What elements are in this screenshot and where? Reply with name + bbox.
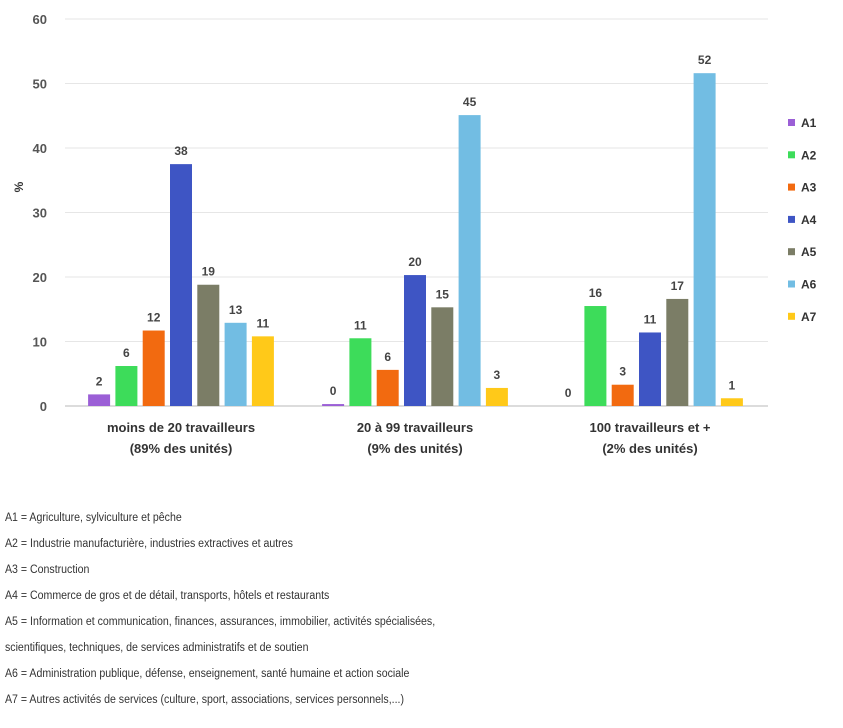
legend-label-a6: A6 bbox=[801, 278, 817, 292]
y-tick-label: 10 bbox=[33, 335, 47, 350]
legend-label-a4: A4 bbox=[801, 213, 817, 227]
bar-a5 bbox=[431, 307, 454, 406]
data-label: 16 bbox=[589, 286, 603, 300]
bar-a1 bbox=[322, 404, 345, 406]
data-label: 6 bbox=[123, 346, 130, 360]
legend-label-a2: A2 bbox=[801, 148, 817, 162]
y-tick-label: 0 bbox=[40, 399, 47, 414]
data-label: 11 bbox=[257, 316, 270, 330]
bar-a7 bbox=[485, 387, 508, 406]
bar-a6 bbox=[693, 73, 716, 407]
data-label: 19 bbox=[202, 265, 216, 279]
legend-notes: A1 = Agriculture, sylviculture et pêche … bbox=[5, 505, 825, 713]
y-tick-label: 30 bbox=[33, 206, 47, 221]
data-label: 20 bbox=[408, 255, 422, 269]
note-a2: A2 = Industrie manufacturière, industrie… bbox=[5, 538, 293, 550]
y-axis-label: % bbox=[12, 181, 26, 192]
category-sublabel: (9% des unités) bbox=[367, 441, 462, 456]
y-tick-label: 40 bbox=[33, 141, 47, 156]
category-sublabel: (2% des unités) bbox=[602, 441, 697, 456]
legend-swatch-a1 bbox=[788, 119, 795, 126]
y-tick-label: 20 bbox=[33, 270, 47, 285]
bar-a6 bbox=[458, 115, 481, 406]
bar-a5 bbox=[666, 298, 689, 406]
bar-a7 bbox=[251, 336, 274, 406]
data-label: 11 bbox=[354, 318, 367, 332]
y-tick-label: 60 bbox=[33, 12, 47, 27]
legend-swatch-a7 bbox=[788, 312, 795, 320]
legend-label-a1: A1 bbox=[801, 116, 817, 130]
category-sublabel: (89% des unités) bbox=[130, 441, 233, 456]
data-label: 6 bbox=[384, 350, 391, 364]
bar-a2 bbox=[115, 366, 138, 406]
bar-a3 bbox=[611, 384, 634, 406]
data-label: 52 bbox=[698, 53, 712, 67]
category-label: 20 à 99 travailleurs bbox=[357, 420, 473, 435]
category-label: 100 travailleurs et + bbox=[589, 420, 710, 435]
bar-a7 bbox=[720, 398, 743, 406]
category-label: moins de 20 travailleurs bbox=[107, 420, 255, 435]
note-a4: A4 = Commerce de gros et de détail, tran… bbox=[5, 590, 330, 602]
bar-a4 bbox=[404, 275, 426, 406]
bar-a4 bbox=[170, 164, 192, 406]
data-label: 15 bbox=[436, 287, 450, 301]
legend-swatch-a5 bbox=[788, 248, 795, 256]
legend-label-a7: A7 bbox=[801, 310, 817, 324]
bar-a1 bbox=[88, 394, 111, 406]
data-label: 38 bbox=[174, 144, 188, 158]
legend-label-a3: A3 bbox=[801, 181, 817, 195]
legend-swatch-a3 bbox=[788, 183, 795, 191]
note-a5: A5 = Information et communication, finan… bbox=[5, 616, 436, 628]
note-a5-continued: scientifiques, techniques, de services a… bbox=[5, 642, 309, 654]
note-a7: A7 = Autres activités de services (cultu… bbox=[5, 694, 404, 706]
bar-a2 bbox=[584, 306, 607, 406]
data-label: 0 bbox=[330, 384, 337, 398]
data-label: 1 bbox=[729, 378, 736, 392]
data-label: 13 bbox=[229, 303, 243, 317]
note-a3: A3 = Construction bbox=[5, 564, 90, 576]
bar-a5 bbox=[197, 284, 220, 406]
bar-a3 bbox=[142, 330, 165, 406]
legend-swatch-a2 bbox=[788, 151, 795, 159]
bar-a3 bbox=[376, 369, 399, 406]
data-label: 12 bbox=[147, 311, 161, 325]
bar-a4 bbox=[639, 332, 661, 406]
note-a6: A6 = Administration publique, défense, e… bbox=[5, 668, 410, 680]
legend-label-a5: A5 bbox=[801, 245, 817, 259]
data-label: 11 bbox=[644, 312, 657, 326]
legend-swatch-a6 bbox=[788, 280, 795, 288]
y-tick-label: 50 bbox=[33, 77, 47, 92]
bar-a2 bbox=[349, 338, 372, 406]
data-label: 3 bbox=[494, 368, 501, 382]
data-label: 45 bbox=[463, 95, 477, 109]
note-a1: A1 = Agriculture, sylviculture et pêche bbox=[5, 512, 182, 524]
data-label: 3 bbox=[619, 365, 626, 379]
legend-swatch-a4 bbox=[788, 215, 795, 223]
data-label: 2 bbox=[96, 374, 103, 388]
bar-a6 bbox=[224, 322, 247, 406]
data-label: 17 bbox=[671, 279, 685, 293]
data-label: 0 bbox=[565, 386, 572, 400]
